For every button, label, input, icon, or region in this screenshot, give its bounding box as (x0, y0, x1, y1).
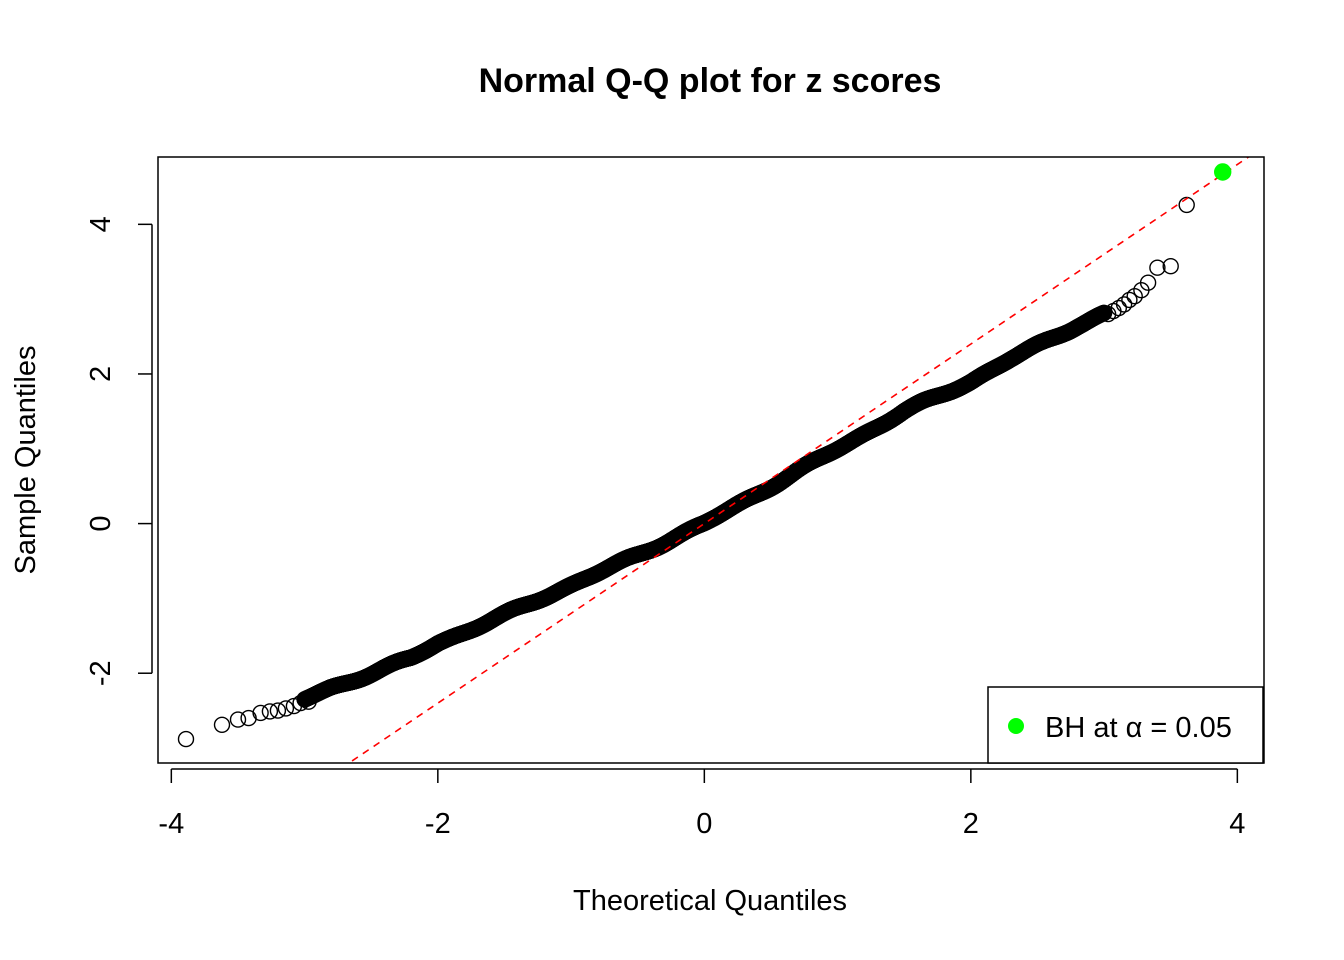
y-tick-label: 4 (85, 216, 117, 232)
y-axis-label: Sample Quantiles (10, 346, 42, 575)
qq-tail-point (240, 709, 257, 727)
legend-box (987, 686, 1264, 764)
legend-swatch (1008, 718, 1024, 734)
qq-tail-point (1178, 196, 1195, 214)
qq-tail-point (261, 703, 279, 720)
qq-tail-point (1126, 288, 1143, 305)
plot-frame (157, 156, 1265, 764)
plot-area (177, 157, 1250, 763)
qq-tail-point (292, 694, 309, 712)
x-axis-label: Theoretical Quantiles (573, 885, 847, 917)
qq-tail-point (277, 700, 295, 717)
chart-title: Normal Q-Q plot for z scores (479, 62, 942, 100)
qq-tail-point (177, 730, 195, 748)
reference-line (347, 157, 1250, 763)
qq-tail-point (1110, 299, 1128, 317)
qq-tail-point (213, 716, 231, 733)
qq-tail-point (300, 693, 317, 710)
qq-tail-point (1115, 296, 1133, 313)
plot-marks (177, 157, 1250, 763)
x-tick-label: -4 (158, 808, 184, 840)
y-tick-label: 2 (85, 366, 117, 382)
x-tick-label: 4 (1229, 808, 1245, 840)
legend: BH at α = 0.05 (987, 686, 1264, 764)
y-tick-label: 0 (85, 516, 117, 532)
bh-significant-point (1213, 163, 1232, 181)
qq-tail-point (252, 704, 269, 722)
qq-tail-point (1162, 258, 1179, 275)
qq-tail-point (1149, 259, 1166, 276)
y-axis: -2 0 2 4 (85, 216, 153, 686)
qq-tail-point (269, 702, 287, 719)
x-tick-label: 0 (696, 808, 712, 840)
x-tick-label: 2 (963, 808, 979, 840)
legend-label: BH at α = 0.05 (1045, 712, 1232, 744)
qq-tail-point (1139, 274, 1157, 291)
qq-tail-point (229, 711, 247, 728)
x-tick-label: -2 (425, 808, 451, 840)
qq-tail-point (1121, 291, 1138, 309)
x-axis: -4 -2 0 2 4 (158, 768, 1245, 840)
y-tick-label: -2 (85, 660, 117, 686)
